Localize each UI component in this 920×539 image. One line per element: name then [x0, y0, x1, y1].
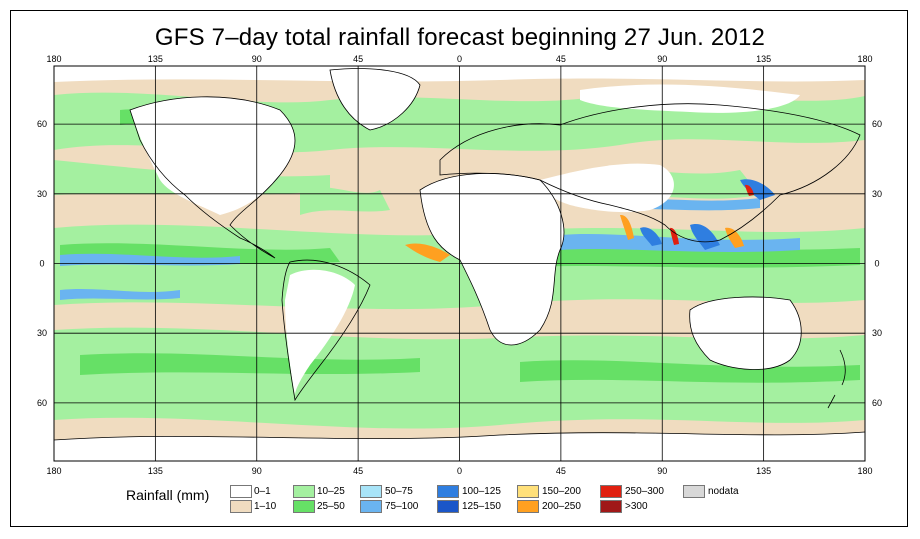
- legend-label: 250–300: [625, 486, 664, 497]
- rainfall-200-250-areas: [405, 214, 744, 262]
- legend-title: Rainfall (mm): [126, 487, 210, 503]
- legend-swatch: [683, 485, 705, 498]
- legend-label: 10–25: [317, 486, 345, 497]
- rainfall-250-300-areas: [670, 184, 754, 245]
- legend-label: 100–125: [462, 486, 501, 497]
- map-body: [54, 66, 865, 461]
- legend-swatch: [230, 485, 252, 498]
- legend-swatch: [437, 500, 459, 513]
- lon-tick-label-top: 180: [857, 54, 872, 64]
- lon-tick-label-bottom: 180: [857, 466, 872, 476]
- lon-tick-label-top: 180: [46, 54, 61, 64]
- lat-tick-label-left: 0: [39, 259, 44, 269]
- graticule: [54, 66, 865, 461]
- lat-tick-label-left: 60: [37, 398, 47, 408]
- legend-swatch: [293, 500, 315, 513]
- lat-tick-label-left: 30: [37, 328, 47, 338]
- legend-label: 150–200: [542, 486, 581, 497]
- lon-tick-label-top: 45: [556, 54, 566, 64]
- legend-label: 50–75: [385, 486, 413, 497]
- rainfall-100-125-areas: [640, 179, 775, 250]
- lat-tick-label-left: 30: [37, 189, 47, 199]
- lon-tick-label-bottom: 180: [46, 466, 61, 476]
- lat-tick-label-right: 0: [874, 259, 879, 269]
- legend-swatch: [230, 500, 252, 513]
- lat-tick-label-right: 60: [872, 398, 882, 408]
- lon-tick-label-bottom: 45: [353, 466, 363, 476]
- legend-swatch: [600, 500, 622, 513]
- legend-label: 25–50: [317, 501, 345, 512]
- figure-frame: [10, 10, 908, 527]
- legend-swatch: [360, 485, 382, 498]
- lon-tick-label-bottom: 90: [657, 466, 667, 476]
- lon-tick-label-bottom: 45: [556, 466, 566, 476]
- map-border: [53, 65, 866, 462]
- legend-swatch: [517, 500, 539, 513]
- lon-tick-label-top: 90: [657, 54, 667, 64]
- lon-tick-label-top: 0: [457, 54, 462, 64]
- legend-swatch: [437, 485, 459, 498]
- lon-tick-label-bottom: 90: [252, 466, 262, 476]
- lon-tick-label-top: 135: [148, 54, 163, 64]
- lat-tick-label-right: 30: [872, 328, 882, 338]
- map-title: GFS 7–day total rainfall forecast beginn…: [154, 24, 766, 51]
- lon-tick-label-bottom: 135: [756, 466, 771, 476]
- coastlines: [54, 68, 865, 441]
- tick-labels: 180 180 135 135 90 90 45 45 0 0 45 45 90 90 135 135 180 1…: [37, 54, 882, 476]
- lon-tick-label-top: 45: [353, 54, 363, 64]
- lon-tick-label-top: 135: [756, 54, 771, 64]
- legend-swatch: [293, 485, 315, 498]
- legend-swatch: [600, 485, 622, 498]
- lon-tick-label-top: 90: [252, 54, 262, 64]
- legend-swatch: [360, 500, 382, 513]
- lat-tick-label-left: 60: [37, 119, 47, 129]
- lon-tick-label-bottom: 135: [148, 466, 163, 476]
- lat-tick-label-right: 60: [872, 119, 882, 129]
- legend-swatch: [517, 485, 539, 498]
- lat-tick-label-right: 30: [872, 189, 882, 199]
- legend-label: >300: [625, 501, 648, 512]
- lon-tick-label-bottom: 0: [457, 466, 462, 476]
- legend-label: 125–150: [462, 501, 501, 512]
- legend-label: 75–100: [385, 501, 419, 512]
- legend-label: 0–1: [254, 486, 271, 497]
- legend-label: 200–250: [542, 501, 581, 512]
- legend-label: 1–10: [254, 501, 277, 512]
- legend-label: nodata: [708, 486, 739, 497]
